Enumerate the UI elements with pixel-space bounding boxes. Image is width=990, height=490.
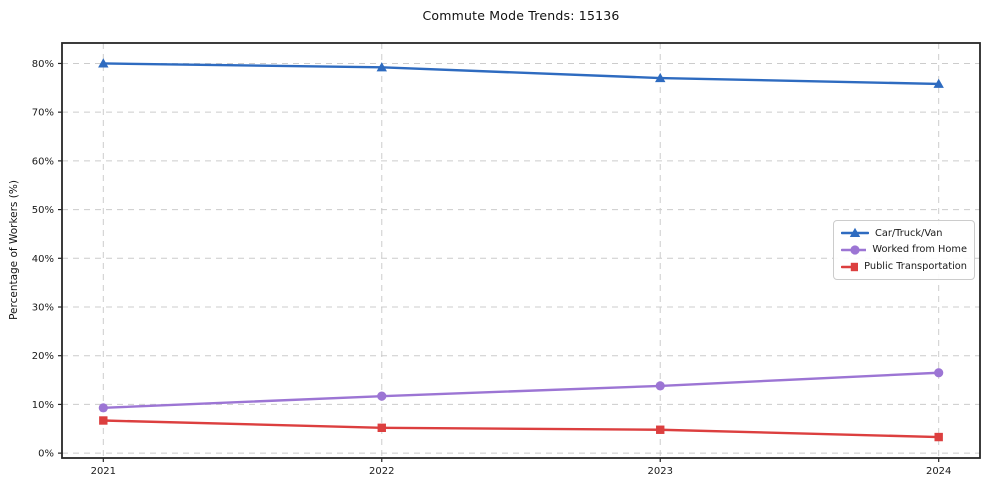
circle-marker-icon (377, 391, 387, 401)
y-tick-label: 40% (32, 254, 54, 265)
circle-marker-icon (98, 403, 108, 413)
square-marker-icon (841, 262, 859, 271)
plot-border (61, 42, 981, 459)
series-line (102, 371, 940, 410)
y-tick-label: 80% (32, 59, 54, 70)
circle-marker-icon (934, 368, 944, 378)
y-tick-label: 30% (32, 303, 54, 314)
triangle-marker-icon (849, 228, 861, 238)
y-tick-label: 60% (32, 156, 54, 167)
square-marker-icon (656, 425, 665, 434)
circle-marker-icon (655, 381, 665, 391)
x-tick-label: 2023 (648, 466, 673, 477)
x-tick-label: 2022 (369, 466, 394, 477)
square-marker-icon (377, 423, 386, 433)
triangle-marker-icon (98, 58, 109, 68)
y-tick-label: 50% (32, 205, 54, 216)
chart-title: Commute Mode Trends: 15136 (422, 8, 620, 23)
square-marker-icon (99, 416, 108, 425)
y-tick-label: 10% (32, 400, 54, 411)
legend-item: Car/Truck/Van (841, 225, 967, 241)
triangle-marker-icon (933, 78, 944, 88)
legend: Car/Truck/Van Worked from Home Public Tr… (833, 220, 975, 280)
y-tick-label: 0% (38, 449, 54, 460)
legend-item-label: Public Transportation (864, 261, 967, 273)
x-tick-label: 2021 (91, 466, 116, 477)
y-tick-label: 20% (32, 351, 54, 362)
legend-item-label: Car/Truck/Van (875, 227, 943, 239)
legend-item: Worked from Home (841, 242, 967, 258)
square-marker-icon (934, 432, 943, 442)
legend-item-label: Worked from Home (872, 244, 967, 256)
y-tick-label: 70% (32, 108, 54, 119)
circle-marker-icon (850, 245, 860, 255)
square-marker-icon (850, 262, 859, 271)
series-line (102, 419, 940, 439)
legend-item: Public Transportation (841, 259, 967, 275)
circle-marker-icon (841, 245, 867, 255)
triangle-marker-icon (841, 228, 869, 238)
triangle-marker-icon (655, 72, 666, 83)
x-tick-label: 2024 (926, 466, 951, 477)
triangle-marker-icon (376, 62, 387, 72)
series-line (102, 62, 940, 86)
